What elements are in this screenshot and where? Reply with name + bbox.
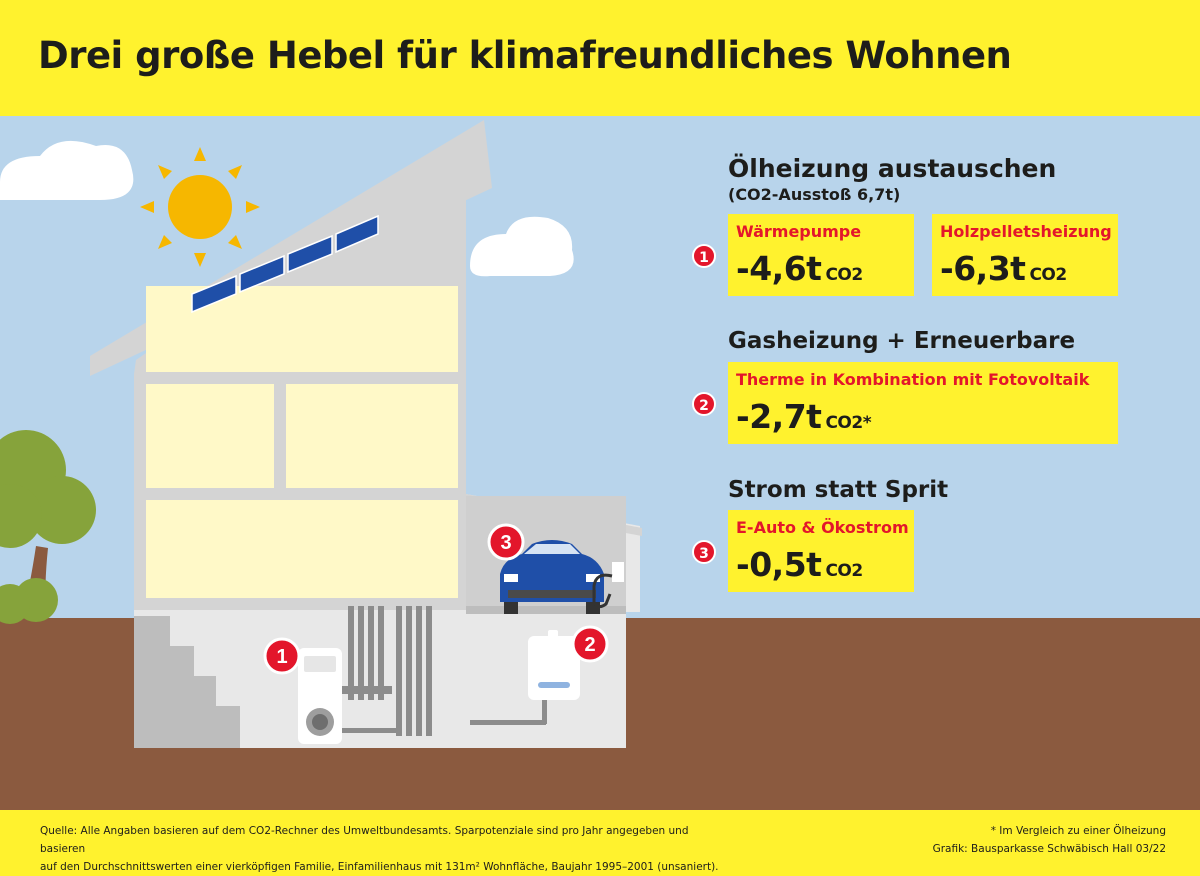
- sun-icon: [140, 147, 260, 267]
- option-value: -4,6t CO2: [736, 249, 906, 288]
- option-label: Therme in Kombination mit Fotovoltaik: [736, 370, 1090, 389]
- option-label: E-Auto & Ökostrom: [736, 518, 909, 537]
- value-unit: CO2: [825, 561, 863, 581]
- source-line: Quelle: Alle Angaben basieren auf dem CO…: [40, 825, 689, 855]
- lever2-heading: Gasheizung + Erneuerbare: [728, 328, 1076, 354]
- lever1-badge: 1: [692, 244, 716, 268]
- tree-icon: [0, 430, 96, 624]
- source-line: auf den Durchschnittswerten einer vierkö…: [40, 861, 719, 873]
- e-car-card: E-Auto & Ökostrom -0,5t CO2: [728, 510, 914, 592]
- lever1-heading: Ölheizung austauschen: [728, 154, 1057, 183]
- lever3-heading: Strom statt Sprit: [728, 477, 949, 503]
- pipes-icon: [340, 606, 547, 736]
- page-title: Drei große Hebel für klimafreundliches W…: [38, 34, 1012, 77]
- option-label: Wärmepumpe: [736, 222, 862, 241]
- value-number: -6,3t: [940, 249, 1026, 288]
- house: [90, 120, 642, 748]
- marker-label: 3: [500, 532, 511, 554]
- lever1-subheading: (CO2-Ausstoß 6,7t): [728, 185, 901, 204]
- marker-3: 3: [487, 523, 525, 561]
- option-value: -2,7t CO2*: [736, 397, 1110, 436]
- value-unit: CO2: [1029, 265, 1067, 285]
- heat-pump-card: Wärmepumpe -4,6t CO2: [728, 214, 914, 296]
- marker-1: 1: [263, 637, 301, 675]
- value-number: -4,6t: [736, 249, 822, 288]
- heat-pump-icon: [298, 648, 342, 744]
- option-value: -6,3t CO2: [940, 249, 1110, 288]
- lever3-badge: 3: [692, 540, 716, 564]
- marker-2: 2: [571, 625, 609, 663]
- gas-boiler-icon: [528, 630, 580, 700]
- marker-label: 2: [584, 634, 595, 656]
- value-number: -0,5t: [736, 545, 822, 584]
- pellet-heating-card: Holzpelletsheizung -6,3t CO2: [932, 214, 1118, 296]
- lever2-badge: 2: [692, 392, 716, 416]
- cloud-icon: [470, 216, 574, 277]
- gas-solar-card: Therme in Kombination mit Fotovoltaik -2…: [728, 362, 1118, 444]
- value-unit: CO2: [825, 265, 863, 285]
- credit: Grafik: Bausparkasse Schwäbisch Hall 03/…: [932, 843, 1166, 855]
- footnote: * Im Vergleich zu einer Ölheizung: [990, 825, 1166, 837]
- option-value: -0,5t CO2: [736, 545, 906, 584]
- solar-panel-icon: [191, 214, 379, 314]
- footnote-credit: * Im Vergleich zu einer Ölheizung Grafik…: [933, 822, 1166, 858]
- option-label: Holzpelletsheizung: [940, 222, 1112, 241]
- value-unit: CO2*: [825, 413, 872, 433]
- value-number: -2,7t: [736, 397, 822, 436]
- stairs-icon: [134, 616, 240, 748]
- charging-cable-icon: [592, 562, 624, 609]
- cloud-icon: [0, 140, 134, 200]
- marker-label: 1: [276, 646, 287, 668]
- electric-car-icon: [500, 540, 604, 614]
